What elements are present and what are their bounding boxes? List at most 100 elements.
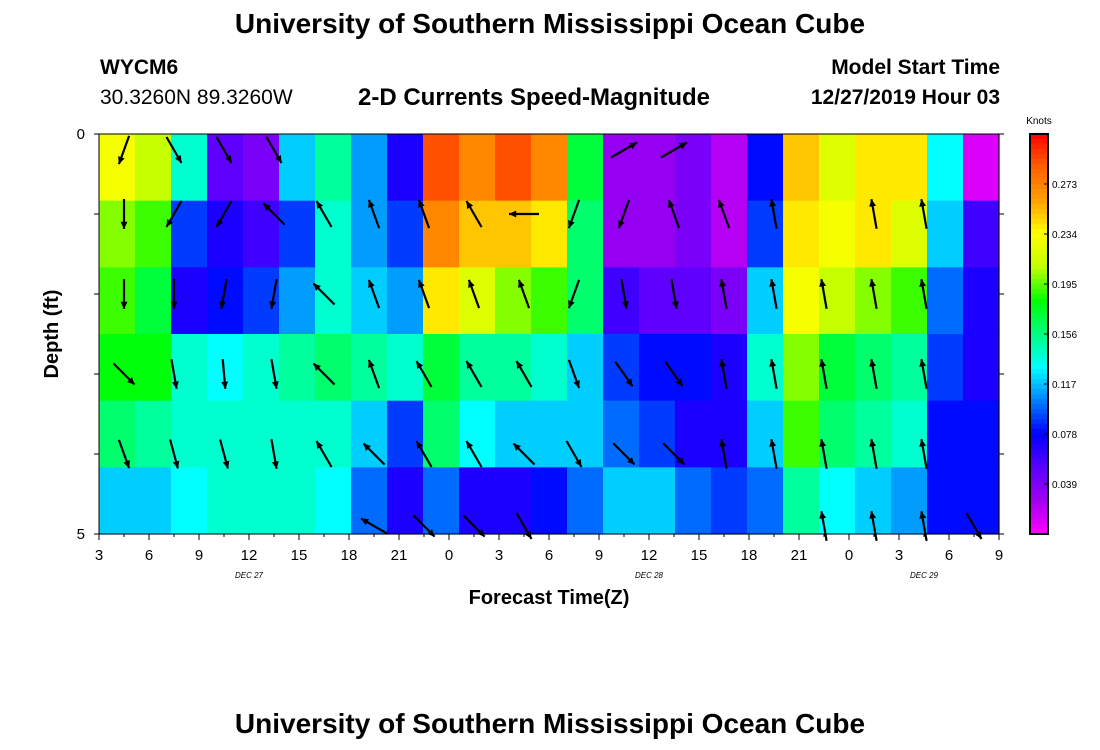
- current-arrow-head: [120, 301, 128, 309]
- x-axis-tick-label: 12: [241, 547, 258, 564]
- colorbar-segment: [1030, 259, 1048, 265]
- current-arrow: [265, 136, 283, 164]
- current-arrow-head: [221, 381, 229, 389]
- heatmap-cell: [495, 134, 532, 202]
- heatmap-cell: [99, 400, 136, 468]
- current-arrow: [465, 440, 483, 468]
- colorbar-segment: [1030, 189, 1048, 195]
- current-arrow-head: [869, 511, 877, 519]
- x-axis-tick-label: 18: [741, 547, 758, 564]
- heatmap-cell: [963, 400, 1000, 468]
- heatmap-cell: [603, 400, 640, 468]
- heatmap-cell: [99, 134, 136, 202]
- current-arrow: [262, 202, 286, 226]
- colorbar-segment: [1030, 344, 1048, 350]
- heatmap-cell: [171, 400, 208, 468]
- current-arrow: [270, 439, 279, 469]
- current-arrow-head: [618, 220, 625, 229]
- heatmap-cell: [963, 267, 1000, 335]
- current-arrow-head: [719, 279, 727, 287]
- heatmap-cell: [315, 134, 352, 202]
- heatmap-cell: [351, 400, 388, 468]
- current-arrow: [215, 200, 233, 228]
- current-arrow: [965, 512, 983, 540]
- heatmap-cell: [783, 467, 820, 535]
- current-arrow-head: [869, 199, 877, 207]
- colorbar-segment: [1030, 214, 1048, 220]
- colorbar-segment: [1030, 364, 1048, 370]
- x-axis-date-label: DEC 28: [635, 571, 664, 580]
- current-arrow: [919, 199, 928, 229]
- heatmap-cell: [747, 467, 784, 535]
- heatmap-cell: [531, 400, 568, 468]
- colorbar-segment: [1030, 354, 1048, 360]
- x-axis-tick-label: 0: [445, 547, 453, 564]
- heatmap-cell: [531, 334, 568, 402]
- current-arrow-head: [919, 439, 927, 447]
- heatmap-cell: [135, 400, 172, 468]
- heatmap-cell: [423, 400, 460, 468]
- colorbar-segment: [1030, 144, 1048, 150]
- heatmap-cell: [207, 267, 244, 335]
- current-arrow-head: [216, 219, 224, 227]
- current-arrow-head: [368, 359, 375, 368]
- colorbar-legend: Knots 0.273 0.234 0.195 0.156 0.117 0.078 0.039: [1026, 116, 1077, 535]
- current-arrow-head: [271, 381, 279, 389]
- colorbar-segment: [1030, 509, 1048, 515]
- heatmap-cell: [819, 334, 856, 402]
- current-arrow-head: [368, 199, 375, 208]
- heatmap-cell: [711, 267, 748, 335]
- current-arrow-head: [466, 201, 474, 209]
- heatmap-cell: [495, 467, 532, 535]
- heatmap-cell: [171, 334, 208, 402]
- colorbar-segment: [1030, 164, 1048, 170]
- y-axis-tick-label: 5: [77, 526, 85, 543]
- heatmap-cell: [135, 200, 172, 268]
- colorbar-tick-label: 0.234: [1052, 230, 1077, 241]
- current-arrow: [117, 135, 131, 165]
- heatmap-cell: [819, 200, 856, 268]
- x-axis: 3 6 9 12 15 18 21 0 3 6 9 12 15 18 21 0 3 6 9 DEC 27 DEC 28 D…: [95, 534, 1003, 580]
- colorbar-segment: [1030, 479, 1048, 485]
- current-arrow: [417, 199, 431, 229]
- heatmap-cell: [927, 200, 964, 268]
- heatmap-cell: [243, 200, 280, 268]
- colorbar-segment: [1030, 394, 1048, 400]
- x-axis-title: Forecast Time(Z): [469, 587, 630, 609]
- heatmap-cell: [279, 267, 316, 335]
- current-arrow: [662, 442, 686, 466]
- colorbar-segment: [1030, 399, 1048, 405]
- colorbar-segment: [1030, 524, 1048, 530]
- colorbar-segment: [1030, 359, 1048, 365]
- colorbar-segment: [1030, 294, 1048, 300]
- current-arrow: [112, 362, 136, 386]
- current-arrow: [565, 440, 583, 468]
- current-arrow: [869, 359, 878, 389]
- heatmap-cell: [891, 200, 928, 268]
- current-arrow: [219, 439, 230, 469]
- heatmap-cell: [99, 267, 136, 335]
- heatmap-cell: [639, 400, 676, 468]
- current-arrow-head: [224, 155, 232, 163]
- colorbar-segment: [1030, 504, 1048, 510]
- current-arrow-head: [316, 201, 324, 209]
- current-arrow-head: [679, 142, 687, 150]
- colorbar-segment: [1030, 134, 1048, 140]
- current-arrow-head: [418, 279, 425, 288]
- heatmap-cell: [783, 134, 820, 202]
- current-arrow: [819, 359, 828, 389]
- heatmap-cell: [747, 134, 784, 202]
- colorbar-segment: [1030, 244, 1048, 250]
- colorbar-segment: [1030, 254, 1048, 260]
- current-arrow: [869, 511, 878, 541]
- current-arrow: [165, 200, 183, 228]
- heatmap-cell: [423, 200, 460, 268]
- colorbar-segment: [1030, 309, 1048, 315]
- x-axis-tick-label: 9: [595, 547, 603, 564]
- current-arrow: [719, 359, 728, 389]
- heatmap-cell: [423, 467, 460, 535]
- current-arrow-head: [313, 283, 321, 291]
- heatmap-cell: [459, 200, 496, 268]
- heatmap-cell: [243, 267, 280, 335]
- colorbar-tick-label: 0.156: [1052, 330, 1077, 341]
